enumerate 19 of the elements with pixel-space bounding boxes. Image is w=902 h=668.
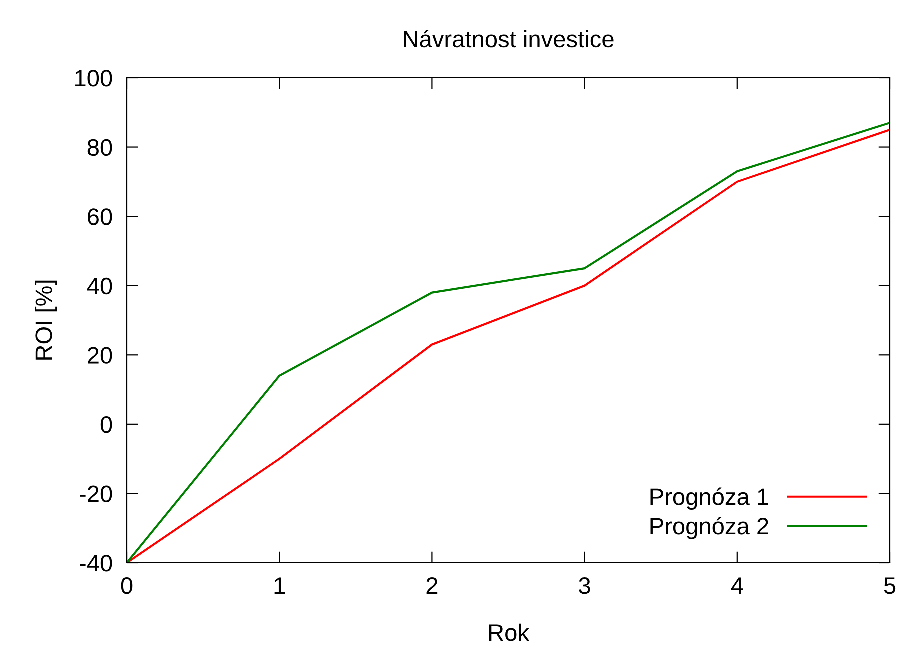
y-tick-label: 0: [100, 416, 112, 434]
y-tick-label: -20: [80, 486, 112, 502]
x-tick-label: 5: [884, 578, 896, 594]
y-axis-title: ROI [%]: [35, 280, 58, 360]
y-tick-label: 20: [88, 347, 112, 364]
y-tick-label: 100: [76, 70, 112, 87]
legend-label: Prognóza 1: [650, 488, 768, 510]
y-tick-label: 40: [87, 278, 112, 295]
x-tick-label: 4: [731, 578, 744, 594]
x-tick-label: 1: [274, 578, 286, 594]
chart-title: Návratnost investice: [404, 30, 614, 48]
x-tick-label: 3: [579, 578, 590, 594]
y-tick-label: -40: [80, 555, 112, 572]
x-tick-label: 0: [121, 578, 133, 594]
legend-label: Prognóza 2: [650, 517, 768, 540]
x-tick-label: 2: [426, 578, 438, 594]
y-tick-label: 60: [88, 208, 112, 226]
y-tick-label: 80: [88, 139, 112, 156]
x-axis-title: Rok: [489, 624, 530, 642]
